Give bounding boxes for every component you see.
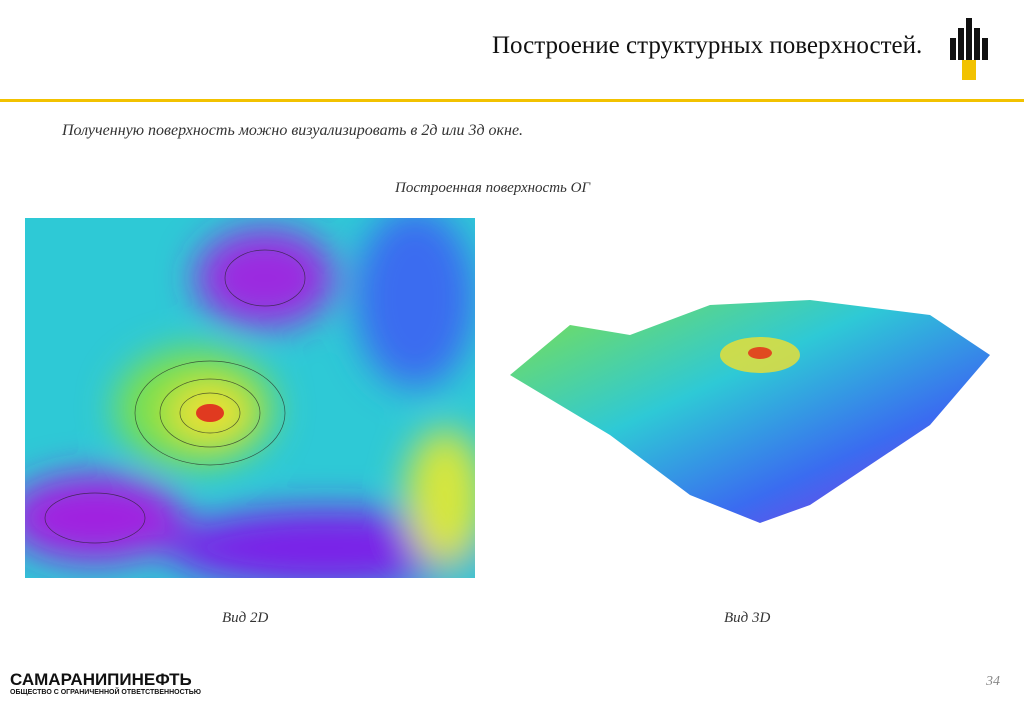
caption-2d: Вид 2D [222,610,269,626]
map-3d [510,300,990,523]
company-sub: ОБЩЕСТВО С ОГРАНИЧЕННОЙ ОТВЕТСТВЕННОСТЬЮ [10,689,201,696]
figure-title: Построенная поверхность ОГ [395,180,590,196]
intro-text: Полученную поверхность можно визуализиро… [62,122,524,139]
company-name: САМАРАНИПИНЕФТЬ [10,670,192,689]
caption-3d: Вид 3D [724,610,771,626]
header-rule [0,99,1024,102]
logo [950,18,988,80]
slide-title: Построение структурных поверхностей. [492,32,923,59]
map-2d [25,218,475,578]
page-number: 34 [986,674,1000,689]
